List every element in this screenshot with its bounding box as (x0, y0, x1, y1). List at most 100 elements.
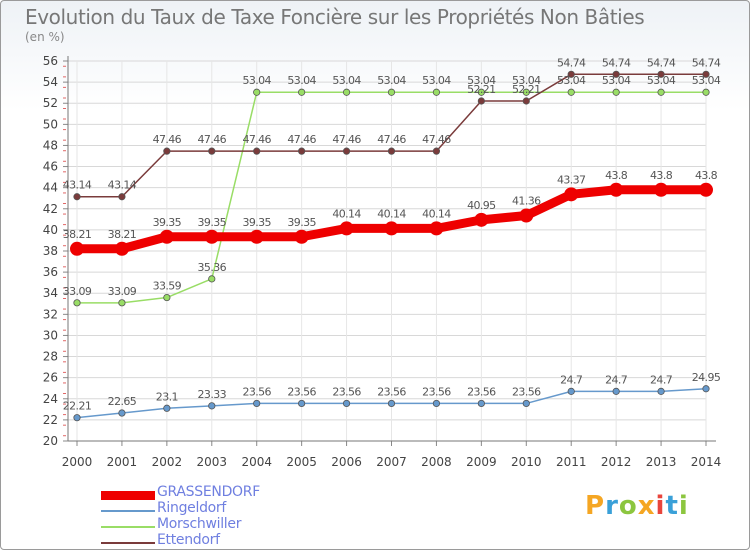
y-tick-label: 20 (43, 434, 58, 448)
x-tick-label: 2005 (286, 455, 317, 469)
y-tick-label: 50 (43, 117, 58, 131)
data-point-morschwiller (208, 275, 216, 283)
data-point-morschwiller (567, 88, 575, 96)
data-label-grassendorf: 39.35 (242, 216, 271, 229)
x-tick-label: 2003 (197, 455, 228, 469)
data-label-ringeldorf: 22.65 (108, 395, 137, 408)
data-point-ettendorf (612, 70, 620, 78)
data-point-grassendorf (114, 241, 129, 256)
data-point-morschwiller (73, 299, 81, 307)
data-point-grassendorf (654, 182, 669, 197)
data-label-grassendorf: 38.21 (108, 228, 137, 241)
data-point-ringeldorf (73, 414, 81, 422)
data-point-morschwiller (118, 299, 126, 307)
brand-letter: i (678, 491, 689, 521)
data-point-ettendorf (657, 70, 665, 78)
data-point-grassendorf (249, 229, 264, 244)
brand-letter: i (655, 491, 666, 521)
brand-letter: t (665, 491, 679, 521)
data-label-morschwiller: 53.04 (377, 74, 406, 87)
brand-letter: x (637, 491, 656, 521)
data-label-ettendorf: 54.74 (602, 56, 631, 69)
data-label-morschwiller: 53.04 (602, 74, 631, 87)
data-label-morschwiller: 53.04 (242, 74, 271, 87)
data-point-ringeldorf (477, 399, 485, 408)
data-point-grassendorf (204, 229, 219, 244)
data-label-grassendorf: 40.14 (422, 207, 451, 220)
data-label-ringeldorf: 23.33 (198, 388, 227, 401)
data-point-ettendorf (522, 97, 530, 105)
data-label-morschwiller: 33.09 (108, 285, 137, 298)
y-tick-label: 56 (43, 54, 58, 68)
data-label-grassendorf: 43.8 (605, 169, 628, 182)
x-tick-label: 2002 (152, 455, 183, 469)
x-tick-label: 2012 (601, 455, 632, 469)
data-label-morschwiller: 53.04 (557, 74, 586, 87)
data-label-ettendorf: 54.74 (692, 56, 721, 69)
data-label-ettendorf: 52.21 (467, 83, 496, 96)
data-point-grassendorf (699, 182, 713, 197)
data-label-ringeldorf: 23.56 (422, 385, 451, 398)
x-tick-label: 2009 (466, 455, 497, 469)
x-tick-label: 2006 (331, 455, 362, 469)
data-point-morschwiller (432, 88, 441, 96)
y-tick-label: 36 (43, 265, 58, 279)
y-axis-unit-label: (en %) (25, 30, 65, 44)
data-point-grassendorf (384, 221, 399, 236)
data-point-ringeldorf (253, 399, 261, 408)
data-label-grassendorf: 39.35 (198, 216, 227, 229)
data-label-morschwiller: 33.09 (63, 285, 92, 298)
axes: 20 22 24 26 28 30 32 34 36 38 40 42 44 46 48 50 52 54 56 20… (43, 54, 722, 469)
data-label-grassendorf: 43.8 (695, 169, 718, 182)
data-point-morschwiller (657, 88, 665, 96)
data-label-ringeldorf: 23.56 (512, 385, 541, 398)
data-point-ringeldorf (298, 399, 306, 408)
legend-label: Ringeldorf (157, 500, 227, 516)
data-label-grassendorf: 43.8 (650, 169, 673, 182)
data-label-morschwiller: 35.36 (198, 261, 227, 274)
series-lines (70, 70, 713, 422)
data-point-ettendorf (702, 70, 710, 78)
data-label-ettendorf: 54.74 (557, 56, 586, 69)
data-label-morschwiller: 53.04 (647, 74, 676, 87)
data-point-ringeldorf (387, 399, 396, 408)
data-point-ettendorf (73, 193, 81, 201)
data-label-ettendorf: 43.14 (108, 179, 137, 192)
data-label-ringeldorf: 23.56 (287, 385, 316, 398)
x-tick-label: 2008 (421, 455, 452, 469)
legend-swatch (101, 510, 155, 512)
data-label-morschwiller: 53.04 (422, 74, 451, 87)
data-point-ringeldorf (432, 399, 441, 408)
data-label-ringeldorf: 24.95 (692, 371, 721, 384)
x-tick-label: 2007 (376, 455, 407, 469)
y-tick-label: 30 (43, 328, 58, 342)
data-label-ettendorf: 43.14 (63, 179, 92, 192)
y-tick-label: 32 (43, 307, 58, 321)
data-label-ringeldorf: 23.56 (467, 385, 496, 398)
data-label-ettendorf: 47.46 (153, 133, 182, 146)
data-point-ettendorf (567, 70, 575, 78)
data-point-ringeldorf (702, 385, 710, 393)
data-point-grassendorf (519, 208, 534, 223)
data-point-morschwiller (342, 88, 351, 96)
data-point-grassendorf (294, 229, 309, 244)
data-label-ettendorf: 47.46 (332, 133, 361, 146)
data-point-ringeldorf (522, 399, 530, 408)
y-tick-label: 34 (43, 286, 58, 300)
x-tick-label: 2011 (556, 455, 587, 469)
y-tick-label: 40 (43, 223, 58, 237)
y-tick-label: 44 (43, 181, 58, 195)
legend-label: GRASSENDORF (157, 484, 260, 500)
data-label-grassendorf: 39.35 (153, 216, 182, 229)
legend-swatch (101, 542, 155, 544)
data-point-grassendorf (474, 212, 489, 227)
data-point-grassendorf (339, 221, 354, 236)
x-tick-label: 2004 (241, 455, 272, 469)
data-point-morschwiller (702, 88, 710, 96)
data-label-ettendorf: 47.46 (198, 133, 227, 146)
data-point-ringeldorf (118, 409, 126, 417)
data-point-grassendorf (70, 241, 84, 256)
data-label-ringeldorf: 23.1 (156, 390, 178, 403)
